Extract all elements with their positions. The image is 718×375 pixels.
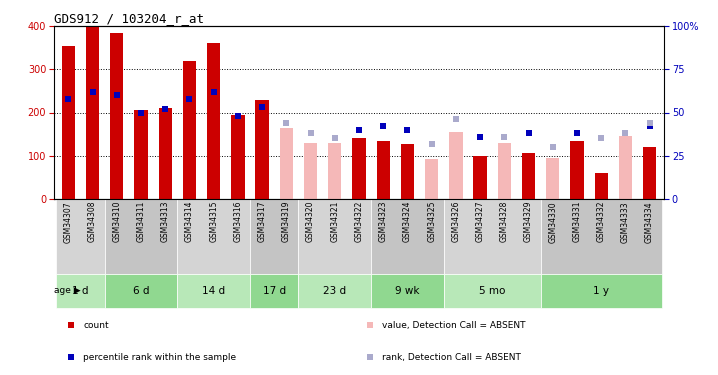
Text: GSM34326: GSM34326: [452, 201, 460, 243]
Text: 1 y: 1 y: [593, 286, 609, 296]
Bar: [56, 274, 105, 308]
Bar: [304, 143, 317, 199]
Text: GSM34310: GSM34310: [112, 201, 121, 243]
Text: value, Detection Call = ABSENT: value, Detection Call = ABSENT: [382, 321, 526, 330]
Text: GSM34331: GSM34331: [572, 201, 582, 243]
Bar: [177, 274, 250, 308]
Bar: [231, 115, 245, 199]
Text: GSM34334: GSM34334: [645, 201, 654, 243]
Text: GSM34313: GSM34313: [161, 201, 169, 243]
Text: 14 d: 14 d: [202, 286, 225, 296]
Text: GSM34316: GSM34316: [233, 201, 243, 243]
Text: GSM34317: GSM34317: [258, 201, 266, 243]
Text: 1 d: 1 d: [73, 286, 89, 296]
Text: GSM34315: GSM34315: [209, 201, 218, 243]
Text: GSM34323: GSM34323: [378, 201, 388, 243]
Text: GSM34325: GSM34325: [427, 201, 436, 243]
Bar: [546, 158, 559, 199]
Text: GSM34327: GSM34327: [475, 201, 485, 243]
Text: count: count: [83, 321, 108, 330]
Text: GSM34320: GSM34320: [306, 201, 315, 243]
Text: 6 d: 6 d: [133, 286, 149, 296]
Bar: [444, 274, 541, 308]
Bar: [541, 274, 662, 308]
Text: 23 d: 23 d: [323, 286, 346, 296]
Bar: [250, 274, 299, 308]
Text: age ▶: age ▶: [55, 286, 81, 295]
Bar: [541, 199, 662, 274]
Bar: [643, 147, 656, 199]
Bar: [498, 143, 511, 199]
Bar: [299, 199, 371, 274]
Bar: [110, 33, 123, 199]
Text: percentile rank within the sample: percentile rank within the sample: [83, 353, 236, 362]
Bar: [371, 274, 444, 308]
Text: GSM34321: GSM34321: [330, 201, 340, 242]
Bar: [353, 138, 365, 199]
Bar: [473, 156, 487, 199]
Text: GSM34307: GSM34307: [64, 201, 73, 243]
Bar: [570, 141, 584, 199]
Bar: [177, 199, 250, 274]
Bar: [280, 128, 293, 199]
Text: 5 mo: 5 mo: [479, 286, 505, 296]
Bar: [86, 26, 99, 199]
Bar: [401, 144, 414, 199]
Bar: [522, 153, 535, 199]
Bar: [444, 199, 541, 274]
Bar: [105, 274, 177, 308]
Text: GSM34328: GSM34328: [500, 201, 509, 242]
Bar: [328, 143, 342, 199]
Text: GSM34311: GSM34311: [136, 201, 146, 242]
Text: 17 d: 17 d: [263, 286, 286, 296]
Bar: [376, 141, 390, 199]
Bar: [134, 110, 148, 199]
Bar: [256, 100, 269, 199]
Text: GSM34330: GSM34330: [549, 201, 557, 243]
Text: GSM34333: GSM34333: [621, 201, 630, 243]
Text: GSM34332: GSM34332: [597, 201, 606, 243]
Bar: [425, 159, 438, 199]
Bar: [183, 61, 196, 199]
Bar: [56, 199, 105, 274]
Bar: [105, 199, 177, 274]
Text: GSM34314: GSM34314: [185, 201, 194, 243]
Bar: [449, 132, 462, 199]
Text: GSM34322: GSM34322: [355, 201, 363, 242]
Text: 9 wk: 9 wk: [395, 286, 420, 296]
Text: GDS912 / 103204_r_at: GDS912 / 103204_r_at: [54, 12, 204, 25]
Bar: [62, 46, 75, 199]
Bar: [299, 274, 371, 308]
Text: GSM34324: GSM34324: [403, 201, 412, 243]
Text: rank, Detection Call = ABSENT: rank, Detection Call = ABSENT: [382, 353, 521, 362]
Bar: [595, 173, 608, 199]
Bar: [250, 199, 299, 274]
Bar: [371, 199, 444, 274]
Bar: [159, 108, 172, 199]
Text: GSM34329: GSM34329: [524, 201, 533, 243]
Bar: [207, 43, 220, 199]
Bar: [619, 136, 632, 199]
Text: GSM34308: GSM34308: [88, 201, 97, 243]
Text: GSM34319: GSM34319: [282, 201, 291, 243]
